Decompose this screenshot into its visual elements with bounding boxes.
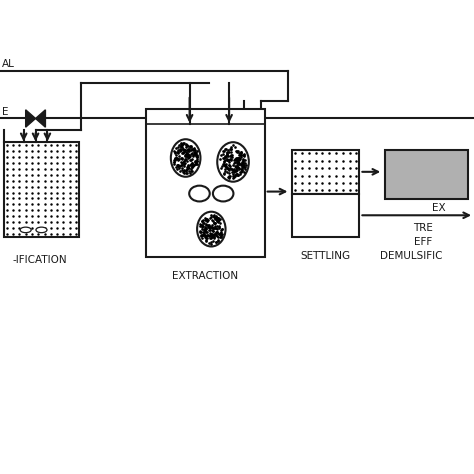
Ellipse shape xyxy=(189,186,210,201)
Text: EFF: EFF xyxy=(413,237,432,247)
Bar xyxy=(146,109,264,257)
Text: EX: EX xyxy=(432,203,445,213)
Text: DEMULSIFIC: DEMULSIFIC xyxy=(380,251,442,261)
Ellipse shape xyxy=(217,142,249,182)
Bar xyxy=(4,142,79,237)
Ellipse shape xyxy=(171,139,201,177)
Polygon shape xyxy=(26,110,36,127)
Polygon shape xyxy=(36,110,46,127)
Text: AL: AL xyxy=(2,59,15,69)
Text: EXTRACTION: EXTRACTION xyxy=(173,271,238,281)
Text: -IFICATION: -IFICATION xyxy=(12,255,67,265)
Ellipse shape xyxy=(213,186,234,201)
Text: SETTLING: SETTLING xyxy=(301,251,351,261)
Text: E: E xyxy=(2,107,9,117)
Bar xyxy=(292,150,359,193)
Bar xyxy=(292,193,359,237)
Ellipse shape xyxy=(20,227,31,233)
Text: TRE: TRE xyxy=(413,223,433,233)
Bar xyxy=(385,150,468,200)
Ellipse shape xyxy=(36,227,47,233)
Ellipse shape xyxy=(197,212,226,246)
